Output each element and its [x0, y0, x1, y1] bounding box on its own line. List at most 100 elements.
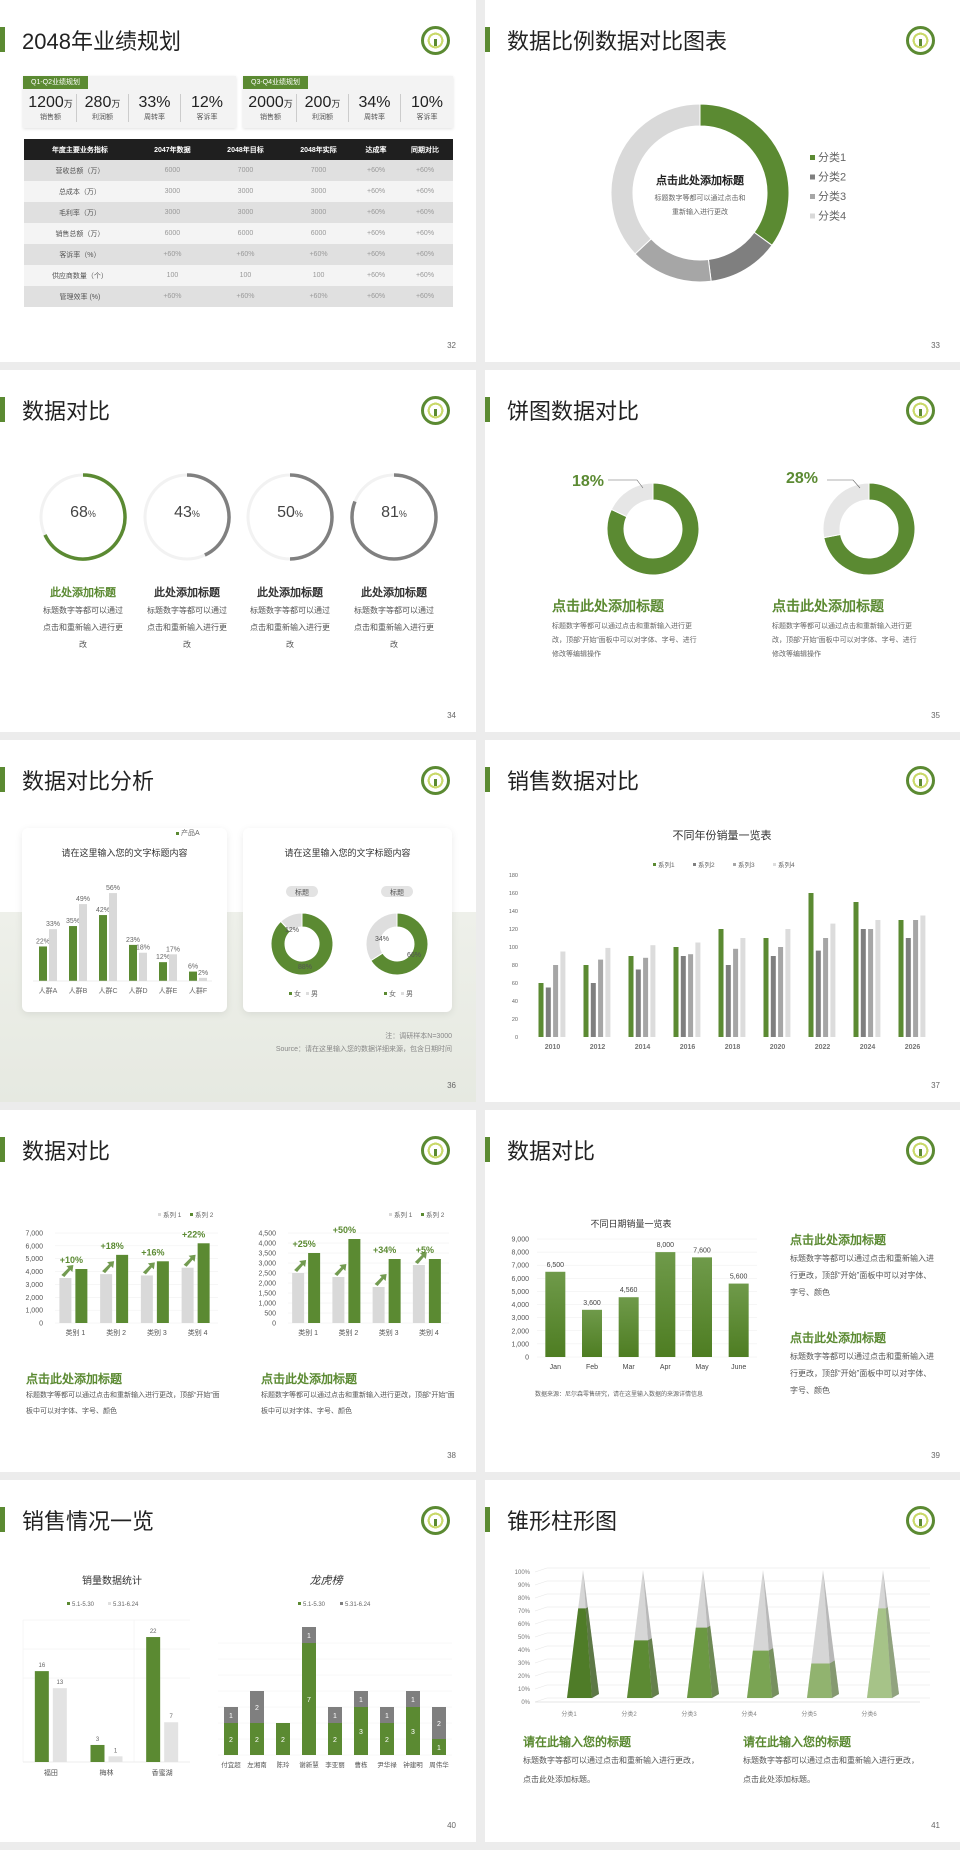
- slide-40[interactable]: 销售情况一览 销量数据统计 5.1-5.30 5.31-6.24 16 13 福田 3 1 梅林…: [0, 1480, 476, 1842]
- slide-36[interactable]: 数据对比分析 请在这里输入您的文字标题内容 请在这里输入您的文字标题内容 22%…: [0, 740, 476, 1102]
- y-tick-label: 500: [264, 1311, 276, 1318]
- text-block: 点击此处添加标题 标题数字等都可以通过点击和重新输入进行更改，顶部“开始”面板中…: [790, 1329, 935, 1399]
- table-cell: 管理效率 (%): [24, 286, 136, 307]
- legend-swatch: [810, 213, 815, 219]
- y-tick-label: 50%: [518, 1635, 531, 1641]
- bar: [740, 938, 746, 1037]
- card-title: 请在这里输入您的文字标题内容: [61, 848, 188, 858]
- category-label: Jan: [550, 1364, 561, 1371]
- category-label: Apr: [660, 1364, 672, 1371]
- cone-value-side: [647, 1638, 659, 1698]
- legend-swatch: [158, 1213, 161, 1216]
- table-cell: 7000: [282, 160, 356, 181]
- stacked-bar-segment: [432, 1707, 446, 1739]
- y-tick-label: 4,000: [258, 1241, 276, 1248]
- y-tick-label: 0%: [521, 1700, 530, 1706]
- stacked-bar-segment: [380, 1707, 394, 1723]
- data-label: 13: [56, 1680, 63, 1686]
- legend-label: 分类4: [818, 209, 846, 223]
- chart-card: [22, 828, 227, 1012]
- table-cell: +60%: [397, 202, 453, 223]
- kpi-label: 销售额: [40, 114, 61, 121]
- kpi-label: 客诉率: [416, 114, 438, 121]
- block-text: 标题数字等都可以通过点击和重新输入进行更改，顶部“开始”面板中可以对字体、字号、…: [790, 1254, 934, 1297]
- bar: [538, 983, 544, 1037]
- data-label: 7,600: [693, 1247, 711, 1254]
- page-number: 40: [447, 1821, 456, 1830]
- kpi-label: 利润额: [92, 114, 113, 121]
- bar: [164, 1722, 179, 1762]
- slide-34[interactable]: 数据对比 68% 此处添加标题 标题数字等都可以通过点击和重新输入进行更改 43%…: [0, 370, 476, 732]
- legend-swatch: [773, 863, 776, 866]
- kpi-value: 2000万: [248, 94, 293, 111]
- bar: [545, 1271, 566, 1357]
- bar: [655, 1252, 676, 1357]
- slide-38[interactable]: 数据对比 0 1,000 2,000 3,000 4,000 5,000 6,000 7,00…: [0, 1110, 476, 1472]
- page-number: 33: [931, 341, 940, 350]
- column-header: 2048年目标: [208, 139, 282, 160]
- table-cell: 6000: [135, 223, 209, 244]
- donut-slice: [822, 482, 870, 539]
- growth-label: +22%: [182, 1229, 205, 1239]
- category-label: 分类6: [861, 1710, 877, 1718]
- data-label: 6,500: [547, 1262, 565, 1269]
- chart-title: 不同日期销量一览表: [590, 1218, 671, 1229]
- page-number: 37: [931, 1081, 940, 1090]
- table-cell: 100: [208, 265, 282, 286]
- slide-32[interactable]: 2048年业绩规划 Q1-Q2业绩规划 1200万 销售额 280万 利润额 33% 周转…: [0, 0, 476, 362]
- arrow-icon: [294, 1260, 307, 1272]
- bar: [59, 1278, 72, 1323]
- bar: [560, 951, 566, 1037]
- center-text: 标题数字等都可以通过点击和: [654, 195, 746, 202]
- x-tick-label: 2018: [725, 1044, 741, 1051]
- table-cell: +60%: [397, 244, 453, 265]
- cone-value-side: [707, 1625, 719, 1698]
- bar: [728, 1283, 749, 1357]
- bar: [545, 987, 551, 1037]
- bar: [680, 956, 686, 1037]
- segment-label: 3: [411, 1729, 415, 1736]
- table-cell: 3000: [135, 181, 209, 202]
- slide-41[interactable]: 锥形柱形图 0% 10% 20% 30% 40% 50% 60% 70% 80% 90% 100% 分…: [485, 1480, 960, 1842]
- performance-table: 年度主要业务指标 2047年数据 2048年目标 2048年实际 达成率 同期对比 营收总额…: [24, 139, 453, 307]
- kpi-label: 销售额: [260, 114, 281, 121]
- slide-33[interactable]: 数据比例数据对比图表 分类1 分类2 分类3 分类4 点击此处添加标题 标题数字等都可…: [485, 0, 960, 362]
- gridline: [534, 1619, 548, 1625]
- arrow-icon: [414, 1252, 427, 1264]
- bar: [146, 1637, 161, 1762]
- kpi-stat: 33% 周转率: [129, 94, 181, 122]
- legend-swatch: [298, 1602, 301, 1605]
- q3-q4-panel: Q3-Q4业绩规划 2000万 销售额 200万 利润额 34% 周转率 10% 客诉率: [243, 76, 453, 128]
- cone-remainder-side: [643, 1570, 659, 1698]
- arrow-icon: [102, 1261, 115, 1274]
- tree-seal-logo-icon: [906, 766, 935, 795]
- slide-39[interactable]: 数据对比 不同日期销量一览表 0 1,000 2,000 3,000 4,000 5,000…: [485, 1110, 960, 1472]
- text-block: 请在此输入您的标题 标题数字等都可以通过点击和重新输入进行更改，点击此处添加标题…: [743, 1733, 923, 1789]
- y-tick-label: 1,000: [511, 1341, 529, 1348]
- y-tick-label: 2,000: [25, 1295, 43, 1302]
- kpi-value: 10%: [410, 94, 444, 111]
- y-tick-label: 4,500: [258, 1231, 276, 1238]
- y-tick-label: 9,000: [511, 1237, 529, 1244]
- y-tick-label: 60: [512, 981, 518, 987]
- text-block: 点击此处添加标题 标题数字等都可以通过点击和重新输入进行更改，顶部“开始”面板中…: [772, 596, 922, 662]
- table-cell: 100: [282, 265, 356, 286]
- bar: [778, 947, 784, 1037]
- table-cell: +60%: [397, 286, 453, 307]
- segment-label: 2: [255, 1705, 259, 1712]
- kpi-stat: 10% 客诉率: [401, 94, 453, 122]
- bar: [412, 1265, 425, 1323]
- kpi-value: 1200万: [28, 94, 73, 111]
- slide-35[interactable]: 饼图数据对比 18% 28% 点击此处添加标题 标题数字等都可以通过点击和重新输…: [485, 370, 960, 732]
- leader-line: [608, 479, 644, 489]
- bar: [116, 1254, 129, 1323]
- slide-37[interactable]: 销售数据对比 不同年份销量一览表 系列1 系列2 系列3 系列4 0 20 40 60 80 100…: [485, 740, 960, 1102]
- item-text: 标题数字等都可以通过点击和重新输入进行更改: [354, 606, 434, 649]
- category-label: 谢新慧: [299, 1760, 319, 1769]
- table-cell: 供应商数量（个）: [24, 265, 136, 286]
- card-title: 请在这里输入您的文字标题内容: [284, 848, 411, 858]
- bar: [875, 920, 881, 1037]
- slide-title: 数据比例数据对比图表: [507, 29, 728, 54]
- cone-remainder: [807, 1570, 832, 1698]
- segment-label: 2: [281, 1737, 285, 1744]
